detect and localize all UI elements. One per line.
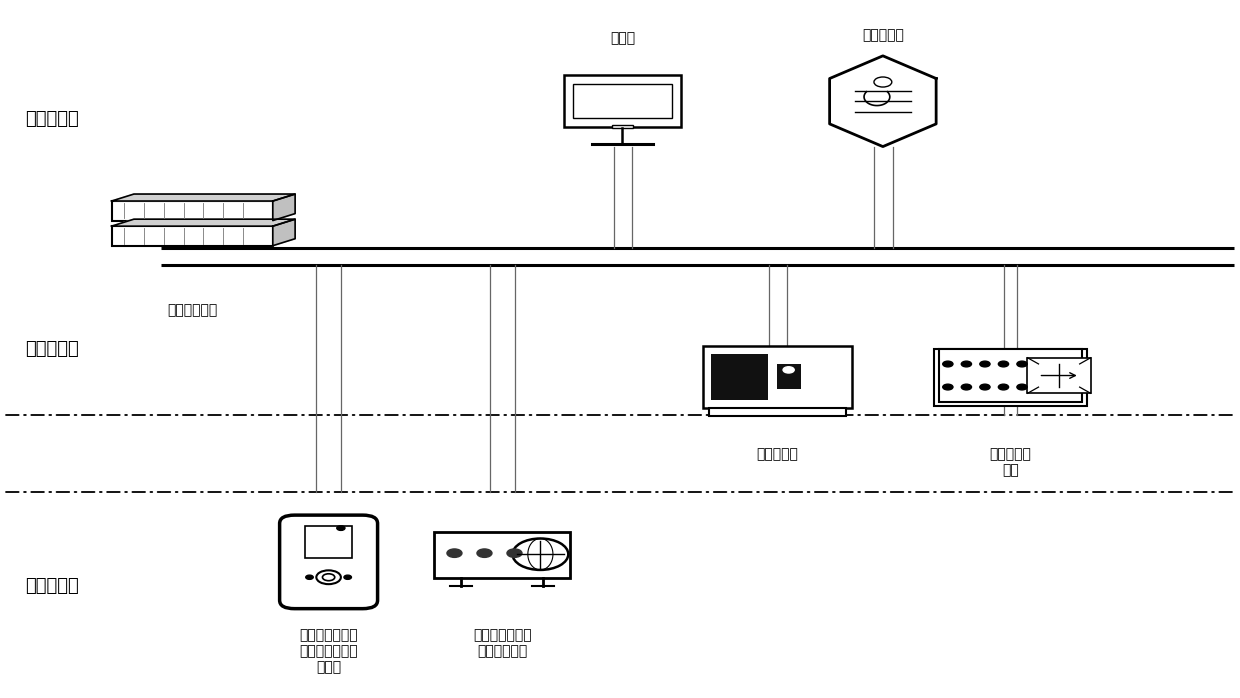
Text: 优化控制层: 优化控制层 [25,110,78,128]
Bar [573,84,672,118]
Bar [712,355,768,399]
Text: 模式切换控
制器: 模式切换控 制器 [990,447,1032,477]
Bar [434,532,570,578]
Circle shape [980,384,990,390]
Text: 工业级交换机: 工业级交换机 [167,304,217,318]
Bar [112,226,273,246]
Circle shape [998,384,1008,390]
Text: 应用服务器: 应用服务器 [862,28,904,42]
Circle shape [1017,361,1027,367]
Text: MMS: MMS [205,223,241,237]
Bar [935,349,1086,406]
Circle shape [980,361,990,367]
Circle shape [446,549,463,558]
Circle shape [784,366,795,373]
Text: 中央控制器: 中央控制器 [756,447,799,461]
Bar [305,526,352,558]
Bar [563,75,682,127]
Text: 就地控制层: 就地控制层 [25,577,78,595]
Circle shape [961,384,971,390]
Bar [940,349,1081,401]
Bar [611,125,634,128]
Polygon shape [112,219,295,226]
Text: 协调控制层: 协调控制层 [25,340,78,358]
Bar [703,346,852,408]
Circle shape [507,549,522,558]
Circle shape [306,575,314,579]
Circle shape [961,361,971,367]
Bar [776,364,801,389]
Bar [1028,357,1091,394]
Text: 工作站: 工作站 [610,31,635,45]
Circle shape [343,575,351,579]
Bar [112,201,273,221]
Circle shape [1017,384,1027,390]
Text: 站外海流能发电
系统控制装置: 站外海流能发电 系统控制装置 [472,628,532,658]
Circle shape [477,549,492,558]
Circle shape [337,526,345,530]
FancyBboxPatch shape [280,515,377,609]
Circle shape [998,361,1008,367]
Polygon shape [112,194,295,201]
Circle shape [942,361,954,367]
Polygon shape [273,194,295,221]
Circle shape [942,384,954,390]
Polygon shape [830,56,936,147]
Bar [709,408,846,416]
Text: 站内海流能发电
装置所在间隔智
能终端: 站内海流能发电 装置所在间隔智 能终端 [299,628,358,674]
Polygon shape [273,219,295,246]
